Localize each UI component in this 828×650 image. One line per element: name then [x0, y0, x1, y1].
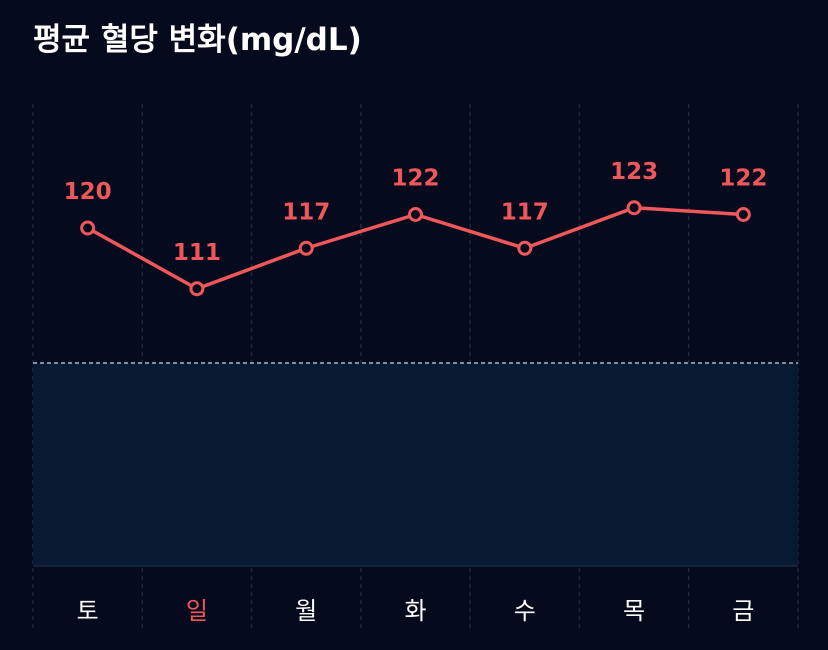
x-tick-label: 일 — [186, 597, 208, 625]
chart-title: 평균 혈당 변화(mg/dL) — [33, 22, 362, 58]
data-point — [626, 200, 642, 216]
target-range-band — [33, 362, 798, 567]
data-point — [517, 240, 533, 256]
data-label: 122 — [719, 166, 767, 192]
target-band-fill — [33, 363, 798, 566]
data-label: 120 — [64, 179, 112, 205]
data-label: 111 — [173, 240, 221, 266]
data-point — [408, 207, 423, 222]
data-point — [735, 207, 751, 222]
data-label: 117 — [282, 199, 330, 225]
data-labels: 120 111 117 122 117 123 122 — [64, 159, 768, 266]
data-label: 123 — [610, 159, 658, 185]
data-label: 122 — [391, 166, 439, 192]
x-tick-label: 화 — [404, 597, 426, 625]
x-tick-label: 토 — [77, 597, 99, 625]
data-point — [298, 240, 314, 256]
data-point — [189, 281, 205, 297]
data-point — [80, 220, 96, 236]
x-tick-label: 월 — [295, 597, 317, 625]
x-tick-label: 수 — [514, 597, 536, 625]
x-tick-label: 목 — [623, 597, 645, 625]
data-points — [80, 200, 751, 297]
x-tick-label: 금 — [732, 597, 754, 625]
data-label: 117 — [501, 199, 549, 225]
